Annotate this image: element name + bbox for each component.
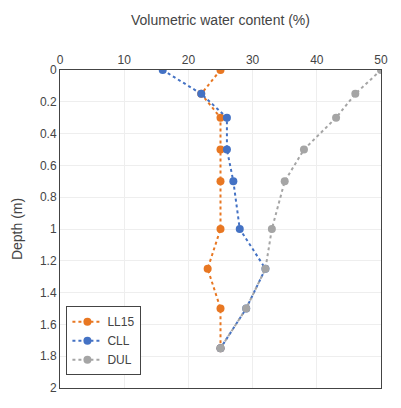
svg-text:1.8: 1.8 xyxy=(40,349,57,363)
svg-text:0: 0 xyxy=(57,53,64,67)
svg-text:CLL: CLL xyxy=(107,334,129,348)
svg-text:0.2: 0.2 xyxy=(40,95,57,109)
svg-text:Depth (m): Depth (m) xyxy=(9,198,25,260)
svg-text:0: 0 xyxy=(50,63,57,77)
svg-text:0.6: 0.6 xyxy=(40,159,57,173)
svg-text:10: 10 xyxy=(118,53,132,67)
svg-text:20: 20 xyxy=(182,53,196,67)
svg-text:1.2: 1.2 xyxy=(40,254,57,268)
svg-text:DUL: DUL xyxy=(107,353,131,367)
svg-text:2: 2 xyxy=(50,381,57,395)
svg-text:0.8: 0.8 xyxy=(40,190,57,204)
svg-text:Volumetric water content (%): Volumetric water content (%) xyxy=(131,12,310,28)
svg-text:40: 40 xyxy=(310,53,324,67)
svg-text:50: 50 xyxy=(374,53,388,67)
svg-text:1.4: 1.4 xyxy=(40,286,57,300)
svg-text:LL15: LL15 xyxy=(107,315,134,329)
svg-text:1.6: 1.6 xyxy=(40,318,57,332)
svg-text:1: 1 xyxy=(50,222,57,236)
svg-text:0.4: 0.4 xyxy=(40,127,57,141)
svg-text:30: 30 xyxy=(246,53,260,67)
